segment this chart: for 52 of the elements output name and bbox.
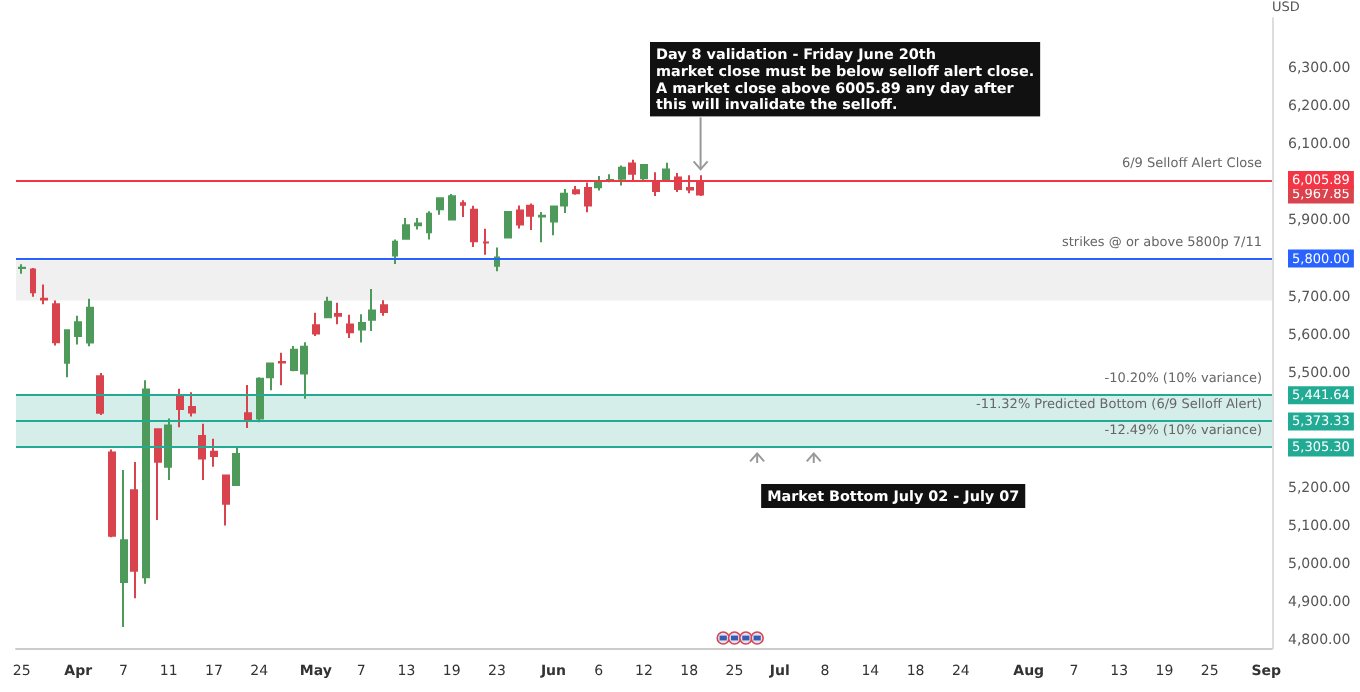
candlestick <box>460 199 466 218</box>
candlestick <box>470 204 478 249</box>
candlestick <box>266 361 274 392</box>
candlestick <box>188 391 196 418</box>
candlestick <box>504 210 512 239</box>
candlestick <box>618 164 626 187</box>
candlestick <box>52 299 60 347</box>
candlestick <box>74 314 82 346</box>
candlestick <box>346 313 354 339</box>
candlestick <box>164 417 172 481</box>
candlestick <box>232 445 240 486</box>
candlestick <box>312 311 320 338</box>
candlestick <box>368 288 376 333</box>
candlestick <box>324 295 332 319</box>
candlestick <box>448 193 456 222</box>
candlestick <box>482 227 490 256</box>
candlestick <box>18 263 26 275</box>
candlestick <box>278 351 286 387</box>
candlestick <box>334 301 342 326</box>
candlestick <box>392 238 398 265</box>
candlestick <box>120 469 128 628</box>
candlestick <box>380 299 388 317</box>
candlestick <box>572 185 580 196</box>
candlestick <box>414 217 422 231</box>
candlestick <box>358 313 366 344</box>
candlestick <box>652 171 660 197</box>
candlestick <box>30 267 36 298</box>
candlestick <box>96 372 104 417</box>
candlestick <box>402 217 410 241</box>
candlestick <box>176 387 184 429</box>
candlestick <box>222 474 230 527</box>
candlestick <box>64 328 70 379</box>
candlestick <box>142 379 150 585</box>
candlestick <box>628 158 636 183</box>
candlestick <box>538 210 546 244</box>
candlestick <box>560 188 568 215</box>
candlestick <box>662 161 670 182</box>
candlestick <box>154 428 162 522</box>
candlestick <box>550 205 558 237</box>
candlestick <box>436 196 444 216</box>
candlestick <box>40 283 48 306</box>
candlestick <box>210 437 218 468</box>
candlestick <box>198 422 206 481</box>
candlestick <box>108 448 116 539</box>
candlestick <box>256 376 264 424</box>
candlestick <box>594 175 602 192</box>
candlestick <box>584 181 592 214</box>
candlestick <box>244 383 252 430</box>
candlestick <box>86 297 94 348</box>
candlestick <box>130 461 138 600</box>
candlestick <box>640 164 648 183</box>
candlestick <box>426 210 432 241</box>
